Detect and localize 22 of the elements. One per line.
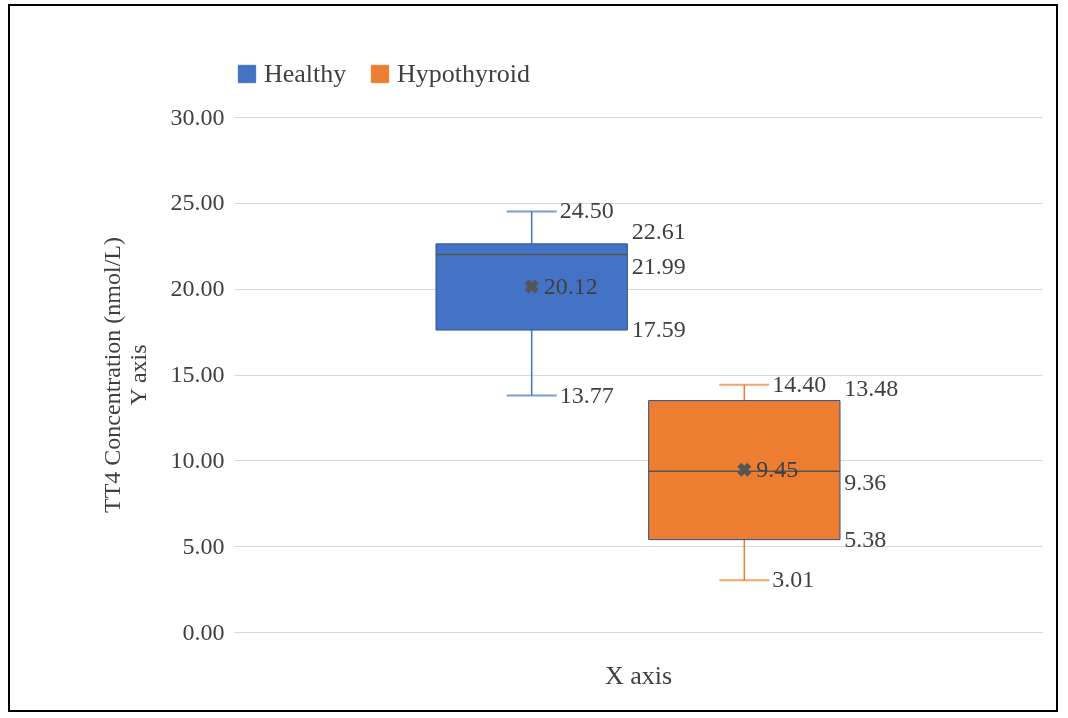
annotation: 22.61 [631,217,686,244]
annotation: 20.12 [543,272,598,299]
annotation: 14.40 [772,370,827,397]
annotation: 9.36 [844,469,887,496]
annotation: 13.48 [844,374,899,401]
y-tick-label: 10.00 [170,446,225,473]
y-tick-label: 30.00 [170,103,225,130]
y-tick-label: 15.00 [170,361,225,387]
annotation: 5.38 [844,525,887,552]
annotation: 13.77 [559,381,614,408]
y-axis-title: TT4 Concentration (nmol/L) Y axis [98,237,151,513]
annotation: 3.01 [772,566,815,593]
y-tick-label: 20.00 [170,275,225,302]
legend-label: Hypothyroid [397,59,530,88]
x-axis-title: X axis [604,660,673,690]
annotation: 24.50 [559,197,614,224]
y-tick-label: 5.00 [182,532,225,559]
legend-label: Healthy [264,59,347,88]
annotation: 21.99 [631,252,686,279]
annotation: 17.59 [631,316,686,343]
y-tick-label: 25.00 [170,189,225,216]
y-tick-label: 0.00 [182,618,225,645]
